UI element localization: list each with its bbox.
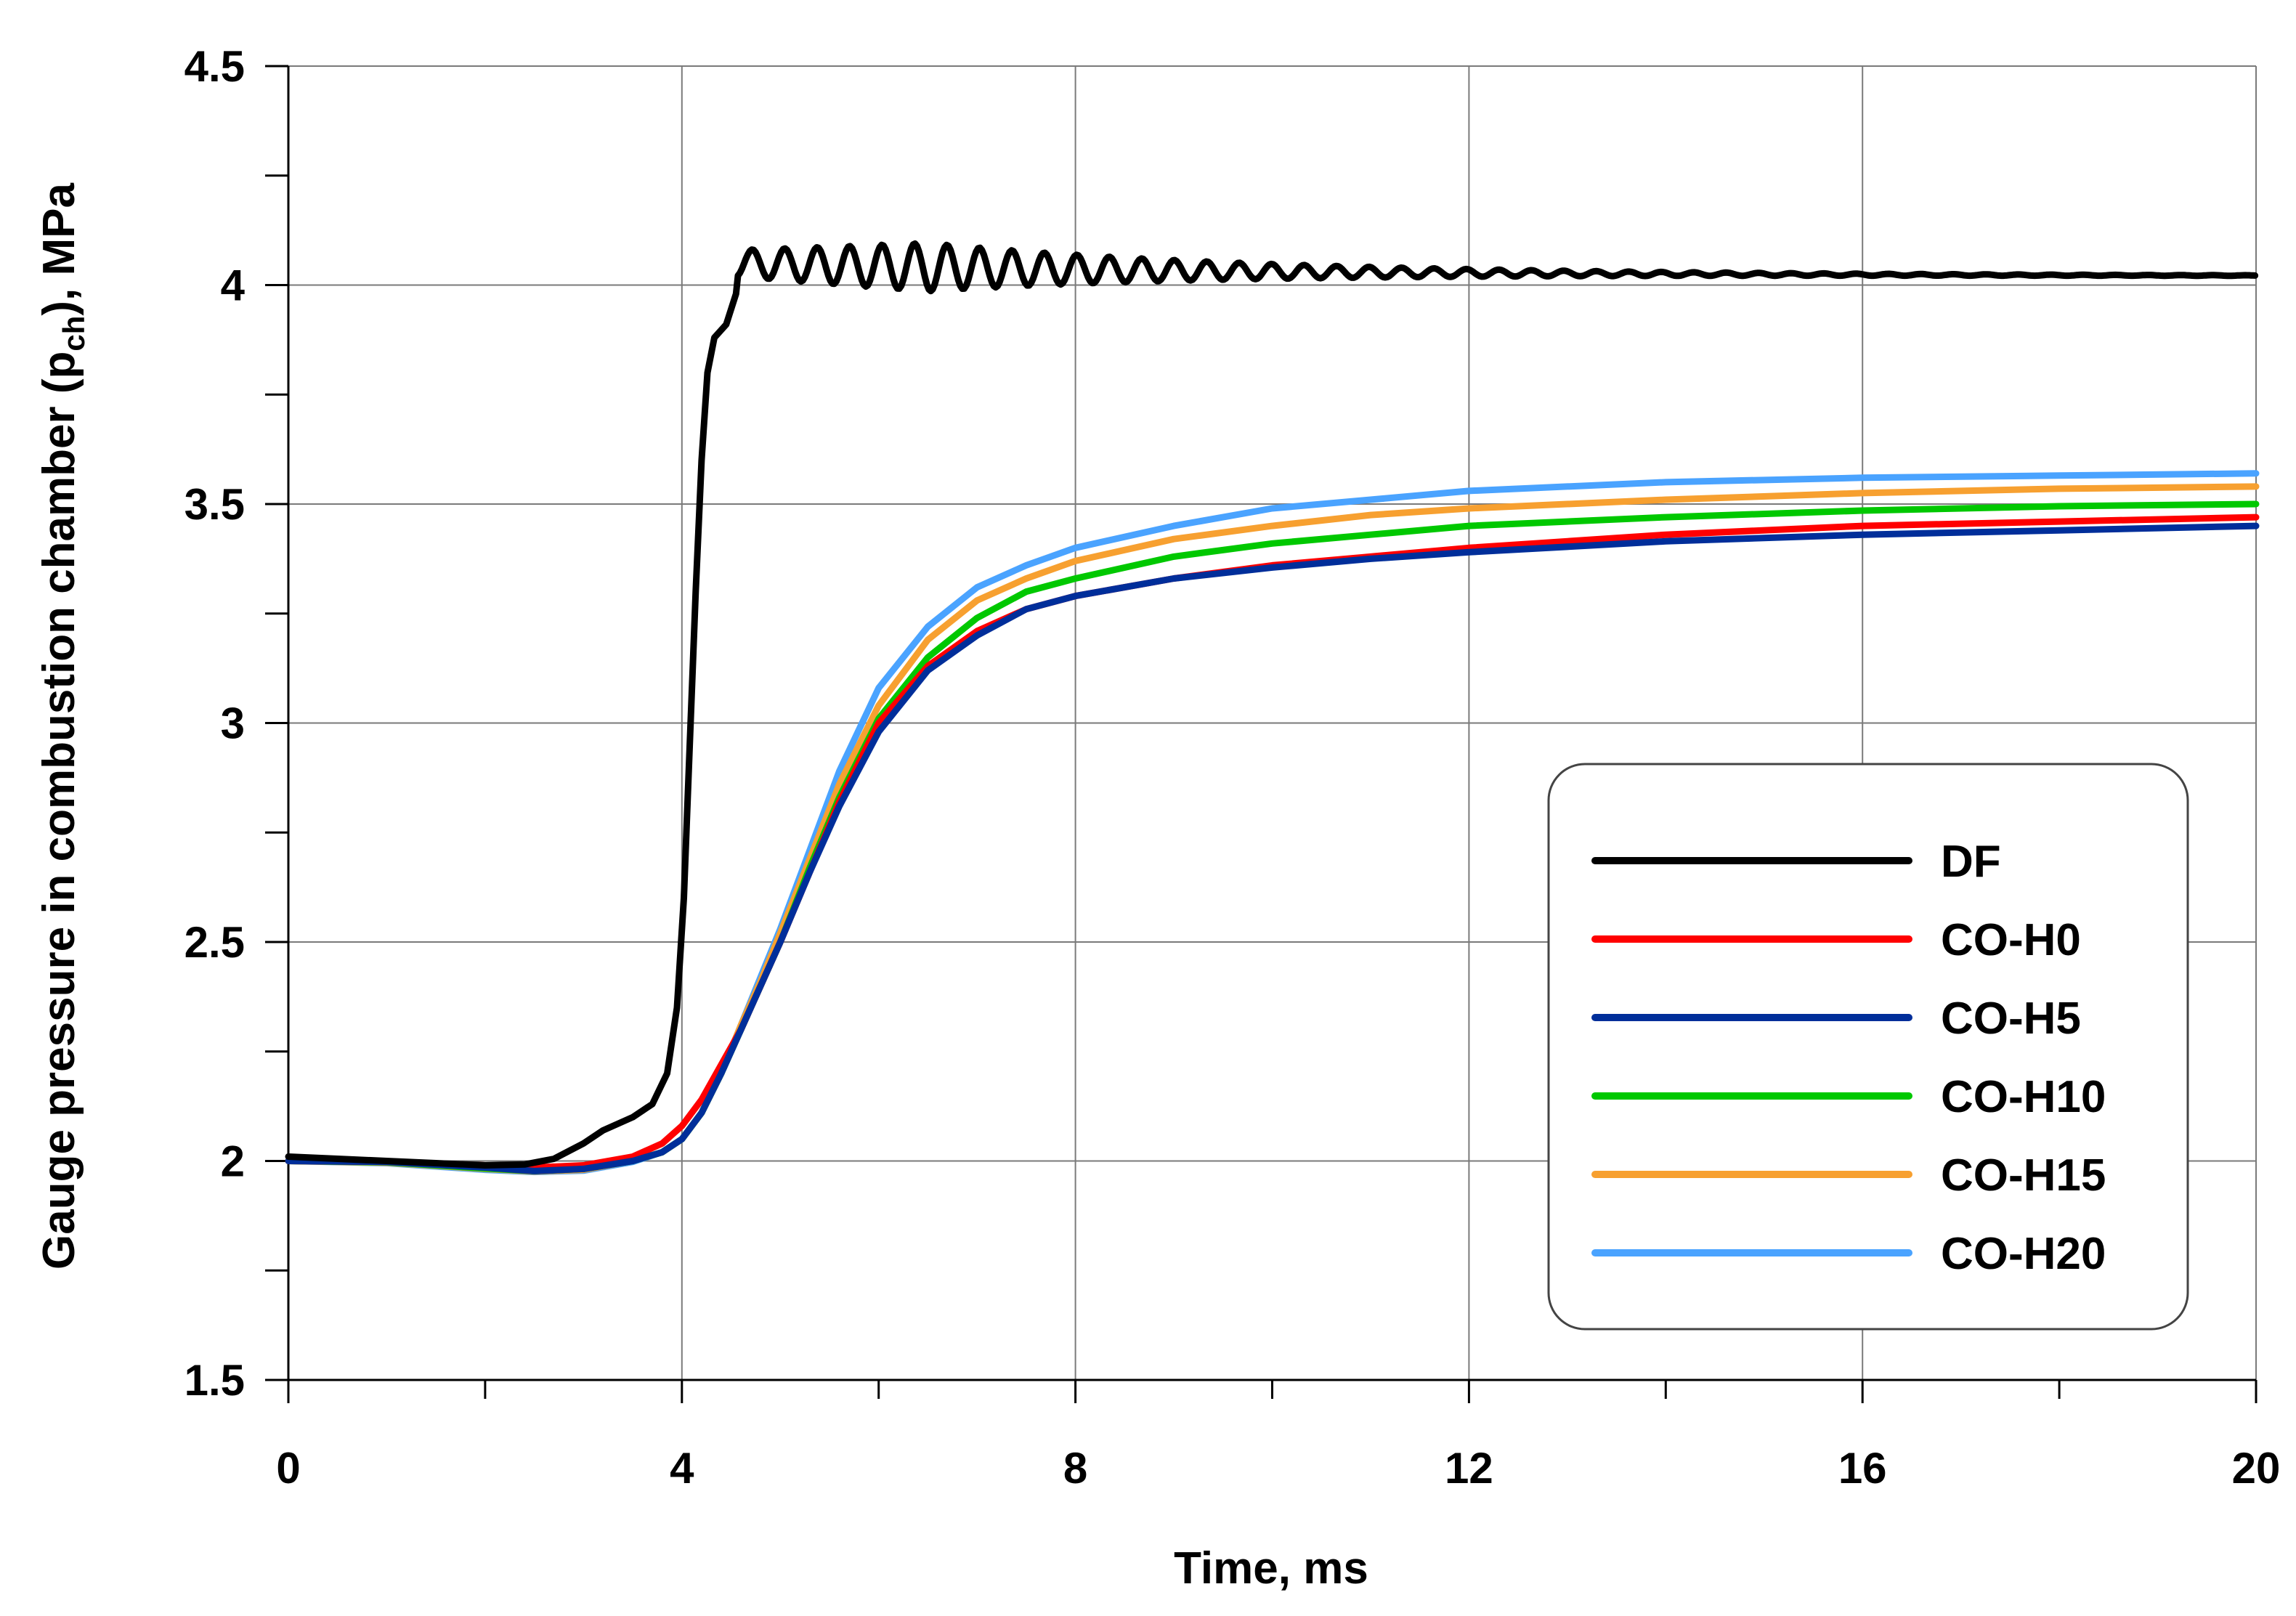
series-line-df	[285, 240, 2259, 1169]
y-tick-label: 4	[221, 261, 246, 310]
legend-label-co-h0: CO-H0	[1941, 915, 2081, 965]
x-tick-label: 8	[1063, 1444, 1087, 1493]
y-axis-title-subscript: ch	[57, 316, 91, 352]
x-tick-label: 12	[1445, 1444, 1493, 1493]
x-tick-label: 20	[2232, 1444, 2281, 1493]
y-tick-label: 4.5	[184, 42, 245, 91]
y-tick-label: 2	[221, 1137, 245, 1186]
x-tick-label: 16	[1838, 1444, 1887, 1493]
legend: DF CO-H0 CO-H5 CO-H10 CO-H15 CO-H20	[1547, 763, 2189, 1331]
series-line-co-h5	[285, 522, 2260, 1174]
x-tick-label: 0	[276, 1444, 300, 1493]
y-tick-label: 1.5	[184, 1356, 245, 1405]
y-tick-label: 3	[221, 699, 245, 748]
series-lines	[285, 240, 2260, 1176]
y-tick-label: 3.5	[184, 480, 245, 529]
legend-label-co-h15: CO-H15	[1941, 1150, 2106, 1201]
legend-label-co-h10: CO-H10	[1941, 1072, 2106, 1122]
x-axis-title: Time, ms	[1174, 1543, 1368, 1593]
legend-label-co-h20: CO-H20	[1941, 1229, 2106, 1279]
tick-labels: 1.5 2 2.5 3 3.5 4 4.5 0 4 8 12 16 20	[184, 42, 2281, 1493]
y-axis-title: Gauge pressure in combustion chamber (pc…	[34, 183, 91, 1270]
legend-box	[1547, 763, 2189, 1331]
y-tick-label: 2.5	[184, 918, 245, 967]
legend-label-co-h5: CO-H5	[1941, 994, 2081, 1044]
legend-items: DF CO-H0 CO-H5 CO-H10 CO-H15 CO-H20	[1591, 837, 2106, 1279]
y-axis-title-main: Gauge pressure in combustion chamber (p	[34, 352, 84, 1270]
y-axis-title-end: ), MPa	[34, 183, 84, 316]
x-tick-label: 4	[670, 1444, 694, 1493]
legend-label-df: DF	[1941, 837, 2001, 887]
